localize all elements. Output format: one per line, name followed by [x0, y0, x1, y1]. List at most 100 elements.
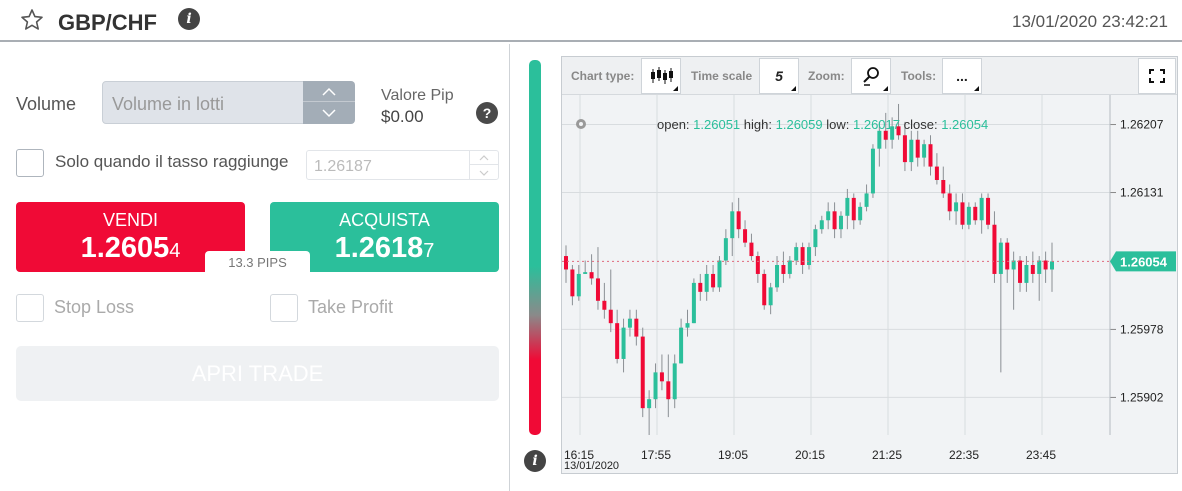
candle-up: [966, 206, 971, 225]
candlestick-plot[interactable]: open: 1.26051 high: 1.26059 low: 1.26017…: [562, 95, 1177, 473]
settings-icon[interactable]: [576, 119, 586, 129]
sentiment-bar: [529, 60, 541, 435]
chart-type-button[interactable]: [641, 58, 681, 94]
chart-type-label: Chart type:: [571, 69, 635, 83]
volume-placeholder: Volume in lotti: [112, 94, 225, 114]
candle-down: [736, 211, 741, 230]
take-profit-checkbox[interactable]: [270, 294, 298, 322]
zoom-label: Zoom:: [808, 69, 845, 83]
volume-increment-button[interactable]: [303, 81, 355, 102]
candle-up: [1037, 260, 1042, 274]
candle-down: [800, 247, 805, 265]
candle-down: [947, 193, 952, 212]
candle-down: [915, 139, 920, 158]
candle-up: [768, 287, 773, 306]
tools-button[interactable]: ...: [942, 58, 982, 94]
candle-down: [781, 265, 786, 274]
chart-toolbar: Chart type: Time scale 5 Zoom: Tools:: [562, 57, 1177, 95]
spread-badge: 13.3 PIPS: [205, 251, 310, 273]
candle-up: [979, 197, 984, 221]
candle-up: [807, 247, 811, 265]
open-trade-button[interactable]: APRI TRADE: [16, 346, 499, 401]
x-axis-date: 13/01/2020: [564, 460, 619, 472]
pip-value: $0.00: [381, 107, 424, 126]
fullscreen-button[interactable]: [1138, 58, 1176, 94]
chevron-down-icon: [322, 109, 336, 118]
candle-up: [890, 126, 895, 140]
x-tick-label: 21:25: [872, 448, 902, 462]
candle-down: [711, 273, 716, 288]
y-tick-label: 1.25902: [1120, 390, 1164, 404]
candle-up: [787, 260, 792, 274]
sell-button[interactable]: VENDI 1.26054: [16, 202, 245, 272]
chevron-up-icon: [322, 87, 336, 96]
candle-down: [570, 269, 575, 297]
candle-up: [627, 318, 632, 328]
candle-down: [743, 229, 748, 243]
open-value: 1.26051: [693, 117, 740, 132]
high-value: 1.26059: [776, 117, 823, 132]
info-icon[interactable]: i: [178, 8, 200, 30]
sentiment-info-icon[interactable]: i: [524, 450, 546, 472]
candle-down: [941, 180, 946, 194]
x-tick-label: 16:15: [564, 448, 594, 462]
low-label: low:: [826, 117, 849, 132]
volume-decrement-button[interactable]: [303, 103, 355, 124]
candles: [564, 103, 1054, 435]
pip-value-label: Valore Pip: [381, 87, 454, 104]
sell-price: 1.26054: [16, 232, 245, 265]
candle-down: [755, 256, 760, 274]
candle-down: [589, 272, 594, 279]
candle-down: [762, 273, 767, 306]
limit-rate-value: 1.26187: [314, 158, 372, 175]
candle-up: [576, 273, 581, 297]
candle-up: [1011, 260, 1016, 270]
instrument-symbol: GBP/CHF: [58, 10, 157, 35]
candle-down: [564, 256, 568, 270]
price-tag-bg: [1110, 251, 1176, 272]
candle-down: [973, 206, 978, 221]
limit-rate-increment[interactable]: [470, 151, 498, 165]
chevron-up-icon: [479, 155, 489, 161]
candle-down: [1018, 260, 1023, 283]
candle-up: [838, 215, 843, 230]
x-tick-label: 17:55: [641, 448, 671, 462]
star-outline-icon[interactable]: [20, 8, 44, 32]
buy-price-main: 1.2618: [334, 232, 424, 264]
zoom-button[interactable]: [851, 58, 891, 94]
stop-loss-checkbox[interactable]: [16, 294, 44, 322]
sell-label: VENDI: [102, 210, 158, 230]
limit-rate-decrement[interactable]: [470, 166, 498, 180]
panel-divider: [509, 44, 510, 491]
candle-up: [691, 282, 696, 324]
limit-rate-checkbox[interactable]: [16, 149, 44, 177]
candle-down: [832, 211, 837, 230]
fullscreen-icon: [1149, 69, 1165, 83]
candle-down: [1043, 260, 1048, 270]
y-tick-label: 1.26207: [1120, 118, 1164, 132]
buy-price: 1.26187: [270, 232, 499, 265]
candle-up: [864, 193, 869, 207]
candle-down: [883, 130, 888, 140]
tools-label: Tools:: [901, 69, 937, 83]
time-scale-button[interactable]: 5: [759, 58, 799, 94]
help-icon[interactable]: ?: [476, 102, 498, 124]
instrument-header: GBP/CHF i 13/01/2020 23:42:21: [0, 0, 1182, 42]
candle-up: [679, 327, 684, 364]
candle-down: [666, 381, 671, 400]
candle-down: [934, 166, 939, 180]
candle-up: [653, 372, 658, 400]
candle-down: [602, 300, 607, 310]
candle-down: [640, 336, 645, 409]
candle-up: [723, 238, 728, 261]
candle-down: [595, 278, 600, 301]
candle-up: [583, 272, 588, 274]
limit-rate-input[interactable]: 1.26187: [306, 150, 470, 180]
candle-down: [928, 144, 933, 167]
close-value: 1.26054: [941, 117, 988, 132]
take-profit-label: Take Profit: [308, 297, 394, 317]
candle-down: [608, 309, 613, 324]
candle-down: [615, 323, 620, 359]
volume-input[interactable]: Volume in lotti: [102, 81, 304, 124]
x-tick-label: 22:35: [949, 448, 979, 462]
